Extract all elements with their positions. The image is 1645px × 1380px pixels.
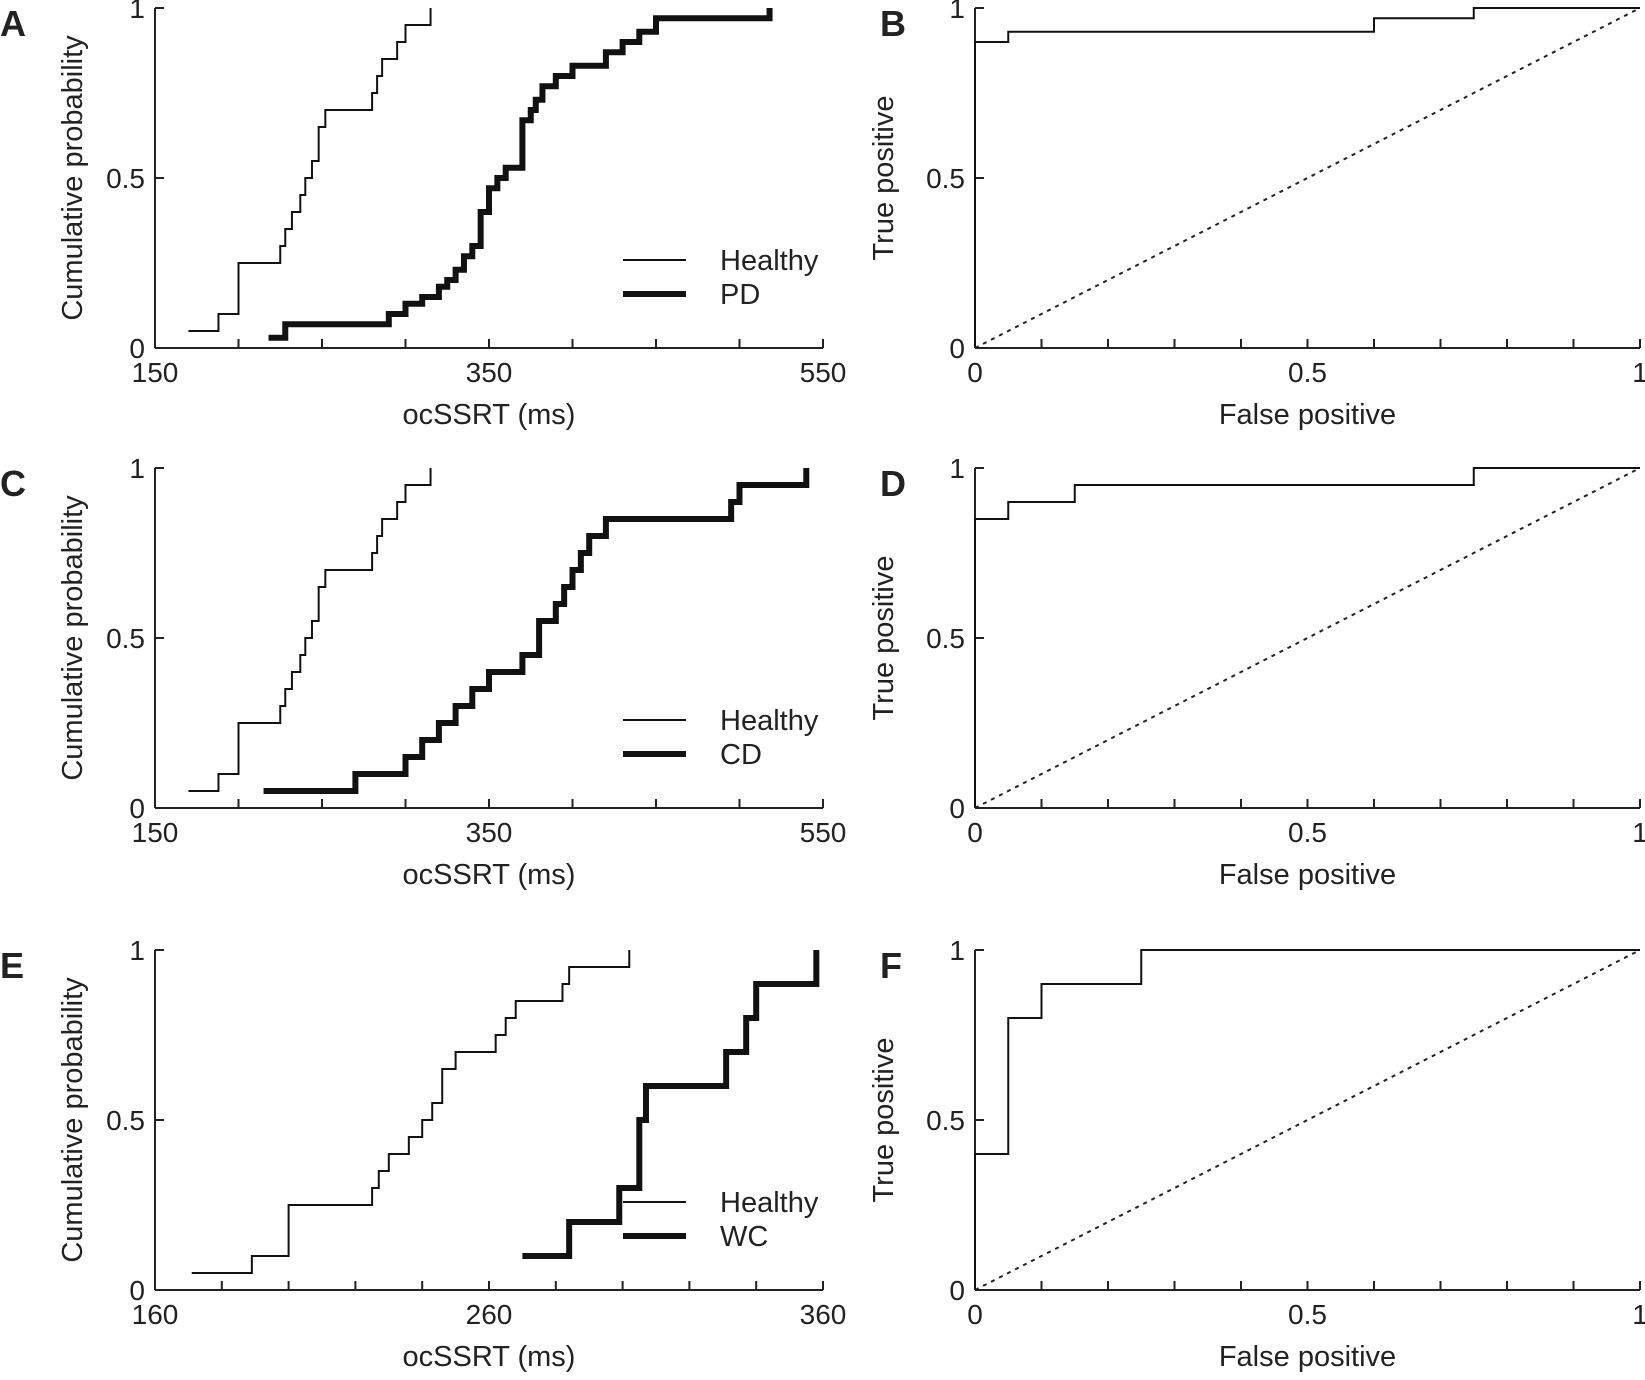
series-healthy [191,950,631,1274]
x-tick-label: 1 [1632,357,1645,388]
series-pd [268,8,773,341]
step-curve [974,949,1640,1290]
y-axis-label: Cumulative probability [57,495,89,781]
step-curve [263,468,810,794]
chance-diagonal-line [974,7,1641,349]
series-wc [522,950,820,1259]
y-axis-label: Cumulative probability [57,35,89,321]
series-roc [974,7,1640,348]
x-axis-label: False positive [1219,859,1396,891]
x-tick-label: 1 [1632,1299,1645,1330]
x-axis-label: False positive [1219,1341,1396,1373]
series-healthy [188,468,432,792]
x-axis-label: ocSSRT (ms) [403,399,576,431]
y-tick-label: 0.5 [926,623,965,654]
panel-letter: B [880,3,906,44]
series-roc [974,949,1640,1290]
chance-diagonal-line [974,467,1641,809]
panel-b: 0 0.5 1 0 0.5 1 False positive True positive B [868,0,1645,431]
y-tick-label: 1 [949,453,965,484]
x-tick-label: 0 [967,817,983,848]
x-tick-label: 550 [800,817,847,848]
y-tick-label: 0.5 [926,163,965,194]
step-curve [188,8,432,332]
series-roc [974,467,1640,808]
x-tick-label: 350 [466,357,513,388]
x-tick-label: 0.5 [1288,817,1327,848]
y-tick-label: 0.5 [106,1105,145,1136]
series-healthy [188,8,432,332]
legend-label: Healthy [720,245,819,277]
panel-letter: A [0,3,26,44]
series-cd [263,468,810,794]
panel-letter: E [0,945,24,986]
y-axis-label: True positive [868,96,900,261]
y-tick-label: 1 [129,935,145,966]
y-tick-label: 0 [129,793,145,824]
y-tick-label: 0 [129,333,145,364]
y-tick-label: 1 [949,935,965,966]
panel-c: 150 350 550 0 0.5 1 ocSSRT (ms) Cumulative prob… [0,453,846,891]
panel-letter: F [880,945,902,986]
step-curve [191,950,631,1274]
x-tick-label: 150 [132,357,179,388]
y-tick-label: 1 [129,0,145,24]
panel-d: 0 0.5 1 0 0.5 1 False positive True positive D [868,453,1645,891]
y-tick-label: 0.5 [926,1105,965,1136]
x-tick-label: 160 [132,1299,179,1330]
y-tick-label: 0 [949,1275,965,1306]
y-tick-label: 1 [129,453,145,484]
step-curve [974,467,1640,808]
panel-e: 160 260 360 0 0.5 1 ocSSRT (ms) Cumulative prob… [0,935,846,1373]
x-tick-label: 150 [132,817,179,848]
x-tick-label: 260 [466,1299,513,1330]
x-tick-label: 350 [466,817,513,848]
y-tick-label: 0.5 [106,163,145,194]
panel-f: 0 0.5 1 0 0.5 1 False positive True positive F [868,935,1645,1373]
panel-letter: C [0,463,26,504]
y-axis-label: True positive [868,1038,900,1203]
y-axis-label: Cumulative probability [57,977,89,1263]
y-tick-label: 0.5 [106,623,145,654]
x-tick-label: 0 [967,357,983,388]
x-tick-label: 1 [1632,817,1645,848]
x-tick-label: 0.5 [1288,357,1327,388]
x-tick-label: 0.5 [1288,1299,1327,1330]
step-curve [522,950,820,1259]
chance-diagonal-line [974,949,1641,1291]
x-tick-label: 0 [967,1299,983,1330]
x-axis-label: ocSSRT (ms) [403,1341,576,1373]
y-tick-label: 0 [949,793,965,824]
step-curve [268,8,773,341]
legend-label: CD [720,739,762,771]
panel-letter: D [880,463,906,504]
x-tick-label: 360 [800,1299,847,1330]
y-tick-label: 0 [129,1275,145,1306]
step-curve [974,7,1640,348]
step-curve [188,468,432,792]
y-tick-label: 0 [949,333,965,364]
y-tick-label: 1 [949,0,965,24]
legend-label: PD [720,279,760,311]
legend-label: Healthy [720,1187,819,1219]
legend-label: WC [720,1221,768,1253]
x-axis-label: ocSSRT (ms) [403,859,576,891]
y-axis-label: True positive [868,556,900,721]
panel-a: 150 350 550 0 0.5 1 ocSSRT (ms) Cumulative prob… [0,0,846,431]
legend-label: Healthy [720,705,819,737]
x-tick-label: 550 [800,357,847,388]
x-axis-label: False positive [1219,399,1396,431]
